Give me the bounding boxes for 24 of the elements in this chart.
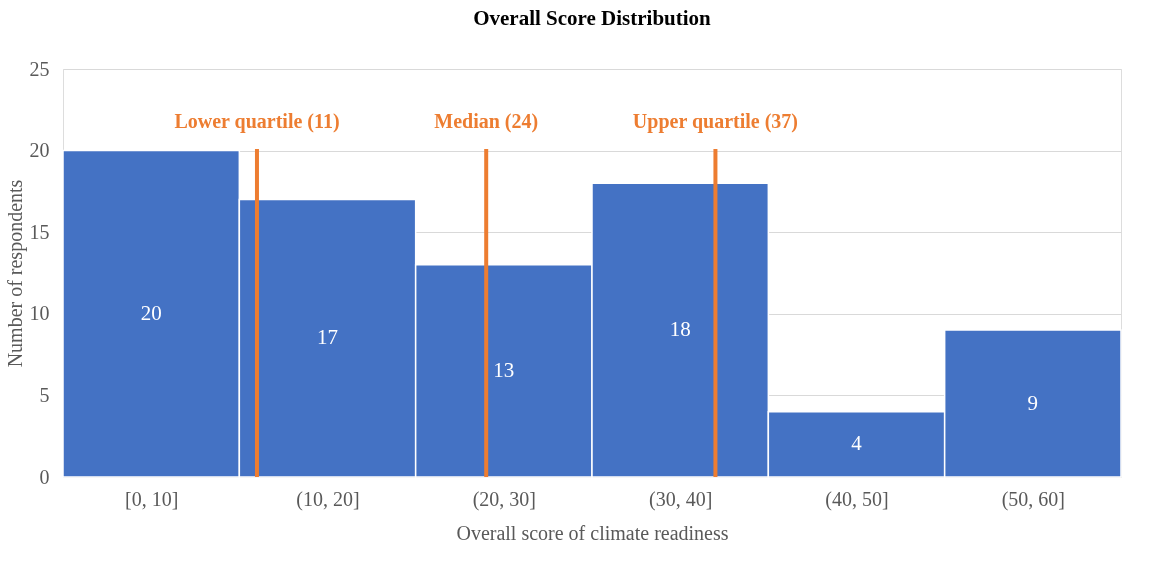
chart-title: Overall Score Distribution [473,6,712,30]
y-tick-label: 25 [29,57,50,80]
category-label: (50, 60] [1001,487,1065,510]
y-tick-label: 10 [29,302,50,325]
data-label: 20 [140,300,162,325]
ref-line-label: Median (24) [434,110,539,133]
y-tick-label: 0 [39,465,50,488]
data-label: 18 [669,317,691,342]
y-axis-title: Number of respondents [3,179,27,368]
ref-line-label: Upper quartile (37) [632,110,799,133]
category-label: (30, 40] [649,487,713,510]
ref-line-label: Lower quartile (11) [174,110,340,133]
data-label: 4 [851,431,863,456]
data-label: 9 [1027,390,1039,415]
x-axis-title: Overall score of climate readiness [456,521,729,544]
data-label: 13 [493,357,515,382]
y-tick-label: 20 [29,139,50,162]
y-tick-label: 5 [39,383,50,406]
category-label: [0, 10] [125,487,179,510]
data-label: 17 [317,325,338,350]
category-label: (10, 20] [296,487,360,510]
category-label: (40, 50] [825,487,889,510]
category-label: (20, 30] [472,487,536,510]
y-tick-label: 15 [29,220,50,243]
